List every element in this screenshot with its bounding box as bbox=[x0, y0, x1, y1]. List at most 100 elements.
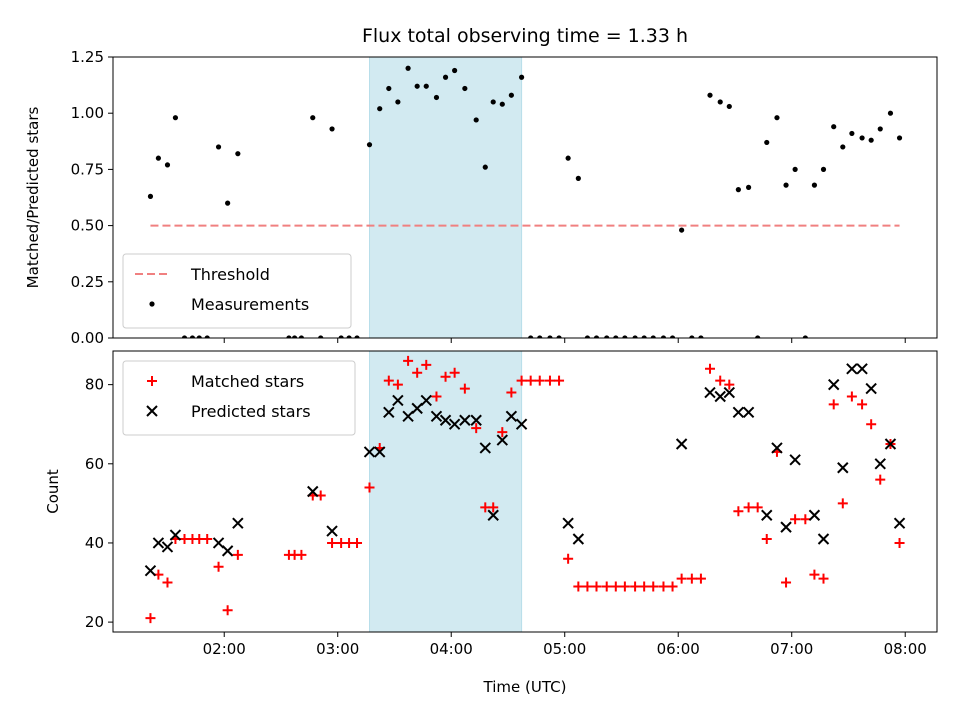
measurement-point bbox=[641, 335, 647, 338]
predicted-star-point bbox=[326, 525, 338, 537]
matched-star-point bbox=[667, 581, 678, 592]
measurement-point bbox=[291, 335, 298, 338]
predicted-star-point bbox=[884, 438, 897, 450]
measurement-point bbox=[783, 182, 789, 188]
predicted-star-point bbox=[221, 545, 234, 557]
predicted-star-point bbox=[837, 462, 849, 474]
x-tick-label: 07:00 bbox=[770, 640, 813, 658]
x-tick-label: 08:00 bbox=[884, 640, 927, 658]
x-tick-label: 02:00 bbox=[203, 640, 246, 658]
measurement-point bbox=[859, 135, 865, 141]
chart-title: Flux total observing time = 1.33 h bbox=[362, 25, 688, 47]
measurement-point bbox=[155, 155, 161, 161]
matched-star-point bbox=[866, 419, 877, 430]
measurement-point bbox=[181, 335, 188, 338]
measurement-point bbox=[215, 144, 222, 150]
y-tick-label: 1.00 bbox=[71, 104, 104, 122]
measurement-point bbox=[820, 166, 827, 172]
measurement-point bbox=[584, 335, 591, 338]
predicted-star-point bbox=[470, 414, 482, 426]
measurement-point bbox=[613, 335, 619, 338]
measurement-point bbox=[386, 85, 392, 92]
predicted-star-point bbox=[675, 438, 688, 450]
predicted-star-point bbox=[761, 509, 773, 521]
matched-star-point bbox=[658, 581, 669, 592]
measurement-point bbox=[225, 200, 231, 206]
predicted-star-point bbox=[714, 390, 726, 403]
matched-star-point bbox=[800, 514, 811, 525]
matched-star-point bbox=[705, 363, 716, 374]
measurement-point bbox=[877, 126, 883, 132]
matched-star-point bbox=[875, 474, 886, 485]
measurement-point bbox=[235, 151, 241, 157]
matched-star-point bbox=[781, 577, 792, 588]
y-tick-label: 0.75 bbox=[71, 160, 104, 178]
measurement-point bbox=[405, 65, 411, 71]
matched-star-point bbox=[563, 553, 574, 564]
matched-star-point bbox=[790, 514, 801, 525]
predicted-star-point bbox=[505, 410, 518, 423]
matched-star-point bbox=[459, 383, 470, 394]
matched-star-point bbox=[213, 561, 224, 572]
measurement-point bbox=[802, 335, 808, 338]
measurement-point bbox=[423, 83, 429, 89]
measurement-point bbox=[318, 335, 324, 338]
predicted-star-point bbox=[771, 442, 783, 454]
measurement-point bbox=[755, 335, 761, 338]
matched-star-point bbox=[403, 355, 414, 366]
measurement-point bbox=[679, 227, 685, 233]
measurement-point bbox=[717, 99, 723, 105]
matched-star-point bbox=[648, 581, 659, 592]
matched-star-point bbox=[506, 387, 517, 398]
legend-matched-swatch bbox=[147, 376, 157, 386]
matched-star-point bbox=[724, 379, 735, 390]
matched-star-point bbox=[412, 367, 423, 378]
matched-star-point bbox=[525, 375, 536, 386]
predicted-star-point bbox=[865, 382, 877, 395]
measurement-point bbox=[868, 137, 874, 143]
matched-star-point bbox=[162, 577, 173, 588]
predicted-star-point bbox=[828, 378, 840, 391]
matched-star-point bbox=[449, 367, 460, 378]
predicted-star-point bbox=[856, 363, 868, 375]
matched-star-point bbox=[743, 502, 754, 513]
predicted-star-point bbox=[742, 406, 755, 419]
predicted-star-point bbox=[212, 537, 225, 549]
predicted-star-point bbox=[723, 386, 736, 399]
matched-star-point bbox=[894, 537, 905, 548]
axes-frame bbox=[112, 56, 938, 339]
axes-frame bbox=[112, 350, 938, 633]
predicted-star-point bbox=[479, 442, 491, 454]
matched-star-point bbox=[686, 573, 697, 584]
matched-star-point bbox=[761, 533, 772, 544]
measurement-point bbox=[849, 130, 855, 137]
measurement-point bbox=[286, 335, 292, 338]
measurement-point bbox=[196, 335, 202, 338]
predicted-star-point bbox=[383, 406, 395, 419]
predicted-star-point bbox=[161, 541, 174, 553]
y-tick-label: 60 bbox=[85, 455, 104, 473]
measurement-point bbox=[792, 166, 798, 172]
predicted-star-point bbox=[392, 394, 404, 407]
predicted-star-point bbox=[874, 458, 886, 470]
measurement-point bbox=[604, 335, 610, 338]
measurement-point bbox=[537, 335, 543, 338]
measurement-point bbox=[764, 139, 770, 146]
predicted-star-point bbox=[496, 434, 509, 446]
measurement-point bbox=[745, 184, 752, 190]
measurement-point bbox=[377, 106, 383, 112]
predicted-star-point bbox=[789, 454, 801, 466]
predicted-star-point bbox=[420, 394, 432, 407]
measurement-point bbox=[593, 335, 600, 338]
legend-label: Measurements bbox=[191, 295, 309, 314]
predicted-star-point bbox=[572, 533, 585, 545]
x-tick-label: 06:00 bbox=[657, 640, 700, 658]
measurement-point bbox=[462, 85, 468, 92]
measurement-point bbox=[366, 142, 373, 148]
measurement-point bbox=[622, 335, 628, 338]
predicted-star-point bbox=[487, 509, 499, 521]
measurement-point bbox=[310, 115, 316, 121]
measurement-point bbox=[840, 144, 846, 150]
matched-star-point bbox=[591, 581, 602, 592]
